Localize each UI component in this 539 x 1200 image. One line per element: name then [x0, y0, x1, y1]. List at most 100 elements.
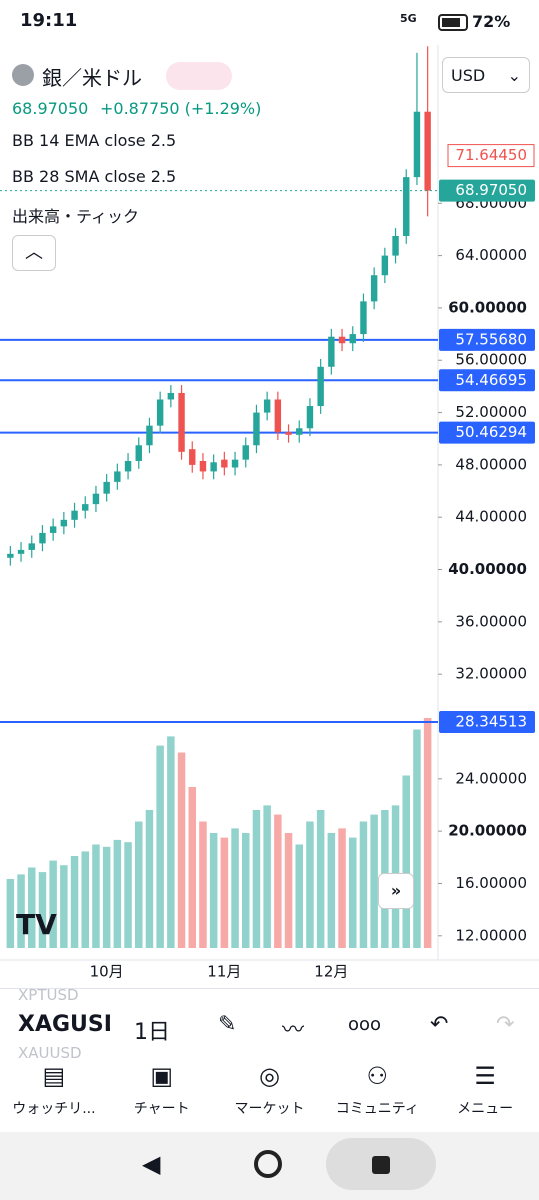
volume-bar	[6, 879, 15, 948]
volume-bar	[156, 745, 164, 948]
nav-label: チャート	[133, 1101, 190, 1117]
volume-bar	[274, 814, 282, 948]
currency-select[interactable]: USD ⌄	[442, 57, 530, 93]
high-label: 71.64450	[455, 146, 527, 164]
status-pill	[166, 62, 232, 90]
volume-bar	[60, 865, 68, 948]
price-line-label: 28.34513	[455, 712, 527, 730]
candle-body	[146, 425, 153, 446]
volume-bar	[102, 846, 111, 948]
price-line-label: 50.46294	[455, 423, 527, 441]
volume-bar	[81, 851, 89, 948]
nav-icon: ▣	[150, 1062, 174, 1090]
price-line-tag	[439, 369, 535, 392]
y-tick-label: 64.00000	[455, 246, 527, 264]
y-tick-label: 48.00000	[455, 455, 527, 473]
nav-item[interactable]: ▤ ウォッチリ...	[0, 1062, 108, 1118]
recents[interactable]	[372, 1156, 390, 1174]
y-tick-label: 40.00000	[448, 560, 527, 578]
nav-label: コミュニティ	[335, 1101, 419, 1117]
volume-bar	[145, 810, 154, 948]
candle-body	[242, 445, 249, 460]
y-tick-label: 16.00000	[455, 874, 527, 892]
y-tick-label: 60.00000	[448, 298, 527, 316]
candle-body	[199, 460, 207, 472]
nav-label: マーケット	[234, 1101, 305, 1117]
draw-tool[interactable]: ✎	[218, 1012, 237, 1037]
symbol-current[interactable]: XAGUSD	[18, 1012, 110, 1037]
nav-item[interactable]: ▣ チャート	[108, 1062, 216, 1118]
volume-bar	[38, 872, 47, 948]
y-tick-label: 24.00000	[455, 769, 527, 787]
undo[interactable]: ↶	[430, 1012, 449, 1037]
status-network: 5G	[400, 12, 417, 25]
candle-body	[253, 412, 260, 446]
price-line-tag	[439, 328, 535, 351]
candle-body	[210, 462, 217, 472]
candle-body	[360, 301, 367, 335]
nav-item[interactable]: ⚇ コミュニティ	[323, 1062, 431, 1118]
candle-body	[60, 519, 68, 527]
price-line-tag	[439, 421, 535, 444]
volume-bar	[17, 874, 25, 948]
interval[interactable]: 1日	[134, 1020, 170, 1045]
volume-bar	[413, 729, 421, 948]
volume-bar	[423, 718, 432, 948]
status-time: 19:11	[20, 10, 78, 31]
volume-bar	[188, 787, 196, 948]
candle-body	[263, 399, 271, 413]
candle-body	[124, 460, 132, 472]
volume-bar	[306, 821, 314, 948]
indicator-tool[interactable]: 〰	[282, 1018, 305, 1043]
candle-body	[285, 432, 292, 435]
y-tick-label: 20.00000	[448, 822, 527, 840]
candle-body	[17, 549, 25, 554]
candle-body	[178, 392, 185, 452]
candle-body	[328, 336, 335, 367]
caret: ⌄	[507, 66, 521, 85]
y-tick-label: 56.00000	[455, 351, 527, 369]
collapse-button[interactable]: ︿	[12, 235, 56, 271]
nav-icon: ⚇	[366, 1062, 389, 1090]
candle-body	[92, 493, 100, 505]
indicator: 出来高・ティック	[12, 207, 140, 226]
volume-bar	[284, 833, 293, 948]
volume-bar	[316, 810, 325, 948]
candle-body	[135, 445, 142, 461]
volume-bar	[92, 844, 100, 948]
nav-item[interactable]: ◎ マーケット	[216, 1062, 324, 1118]
candle-body	[103, 481, 110, 494]
y-tick-label: 32.00000	[455, 665, 527, 683]
volume-bar	[402, 775, 410, 948]
last-price-label: 68.97050	[455, 181, 527, 199]
candle-body	[317, 366, 324, 407]
candle-body	[381, 255, 389, 276]
volume-bar	[263, 805, 271, 948]
nav-item[interactable]: ☰ メニュー	[431, 1062, 539, 1118]
candle-body	[370, 275, 378, 302]
volume-bar	[113, 839, 122, 948]
volume-bar	[49, 860, 57, 948]
back[interactable]: ◀	[142, 1150, 161, 1178]
candle-body	[221, 459, 228, 468]
battery-icon	[438, 14, 468, 31]
candle-body	[28, 543, 35, 550]
volume-bar	[70, 856, 79, 948]
scroll-button[interactable]: »	[378, 873, 414, 909]
y-tick-label: 52.00000	[455, 403, 527, 421]
candle-body	[167, 392, 175, 400]
price-line-label: 57.55680	[455, 330, 527, 348]
volume-bar	[124, 842, 132, 948]
more-tool[interactable]: ooo	[348, 1014, 382, 1035]
bottom-nav: ▤ ウォッチリ... ▣ チャート ◎ マーケット ⚇ コミュニティ ☰ メニュー	[0, 1062, 539, 1132]
volume-bar	[177, 752, 186, 948]
currency: USD	[451, 66, 486, 85]
volume-bar	[349, 837, 357, 948]
volume-bar	[295, 844, 303, 948]
chart: 12.00000 16.00000 20.00000 24.00000 32.00000…	[0, 45, 539, 981]
price-change: +0.87750 (+1.29%)	[100, 99, 262, 118]
volume-bar	[220, 837, 229, 948]
home[interactable]	[254, 1150, 282, 1178]
last-price-tag	[439, 179, 535, 202]
